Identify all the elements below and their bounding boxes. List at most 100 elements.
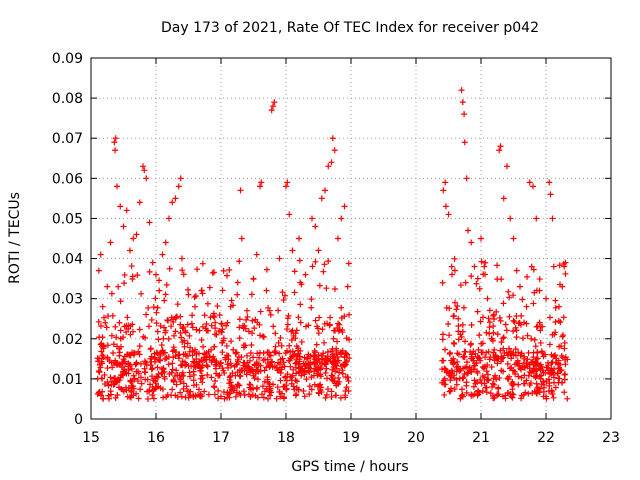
- data-point: [468, 321, 475, 328]
- data-point: [290, 332, 297, 339]
- data-point: [127, 352, 134, 359]
- data-point: [552, 297, 559, 304]
- data-point: [179, 358, 186, 365]
- data-point: [476, 332, 483, 339]
- data-point: [493, 376, 500, 383]
- data-point: [332, 392, 339, 399]
- data-point: [439, 366, 446, 373]
- data-point: [171, 346, 178, 353]
- data-point: [128, 263, 135, 270]
- data-point: [504, 389, 511, 396]
- y-tick-label: 0.08: [52, 91, 83, 107]
- y-axis-title: ROTI / TECUs: [7, 192, 23, 284]
- data-point: [521, 380, 528, 387]
- data-point: [312, 258, 319, 265]
- data-point: [244, 352, 251, 359]
- data-point: [518, 395, 525, 402]
- data-point: [136, 326, 143, 333]
- y-tick-label: 0.06: [52, 171, 83, 187]
- data-point: [507, 350, 514, 357]
- data-point: [343, 357, 350, 364]
- data-point: [528, 263, 535, 270]
- data-point: [211, 331, 218, 338]
- data-point: [451, 255, 458, 262]
- x-tick-label: 21: [472, 430, 490, 446]
- data-point: [293, 384, 300, 391]
- data-point: [289, 327, 296, 334]
- data-point: [335, 374, 342, 381]
- data-point: [323, 365, 330, 372]
- data-point: [275, 339, 282, 346]
- data-point: [342, 359, 349, 366]
- data-point: [236, 316, 243, 323]
- data-point: [492, 372, 499, 379]
- data-point: [281, 292, 288, 299]
- data-point: [330, 359, 337, 366]
- data-point: [439, 357, 446, 364]
- data-point: [537, 365, 544, 372]
- data-point: [177, 362, 184, 369]
- data-point: [288, 336, 295, 343]
- data-point: [486, 324, 493, 331]
- data-point: [161, 375, 168, 382]
- data-point: [204, 300, 211, 307]
- data-point: [309, 215, 315, 222]
- data-point: [263, 287, 270, 294]
- x-tick-label: 20: [407, 430, 425, 446]
- data-point: [292, 377, 299, 384]
- data-point: [504, 163, 510, 170]
- data-point: [498, 367, 505, 374]
- data-point: [276, 366, 283, 373]
- data-point: [161, 297, 168, 304]
- data-point: [277, 334, 284, 341]
- data-point: [252, 392, 259, 399]
- data-point: [523, 377, 530, 384]
- data-point: [271, 99, 278, 106]
- data-point: [508, 380, 515, 387]
- data-point: [245, 328, 252, 335]
- data-point: [564, 395, 571, 402]
- data-point: [455, 328, 462, 335]
- data-point: [179, 325, 186, 332]
- data-point: [483, 384, 490, 391]
- data-point: [301, 393, 308, 400]
- data-point: [264, 379, 271, 386]
- data-point: [214, 303, 221, 310]
- data-point: [254, 319, 261, 326]
- data-point: [263, 385, 270, 392]
- data-point: [559, 283, 566, 290]
- data-point: [530, 300, 537, 307]
- data-point: [441, 346, 448, 353]
- data-point: [513, 313, 520, 320]
- data-point: [334, 338, 341, 345]
- data-point: [236, 324, 243, 331]
- data-point: [268, 359, 275, 366]
- data-point: [147, 346, 154, 353]
- data-point: [515, 373, 522, 380]
- data-point: [270, 323, 277, 330]
- data-point: [144, 388, 151, 395]
- data-point: [463, 389, 470, 396]
- data-point: [198, 287, 205, 294]
- data-point: [467, 341, 474, 348]
- data-point: [316, 282, 323, 289]
- data-point: [101, 380, 108, 387]
- data-point: [325, 258, 332, 265]
- data-point: [204, 372, 211, 379]
- data-point: [234, 381, 241, 388]
- data-point: [462, 279, 469, 286]
- data-point: [237, 391, 244, 398]
- data-point: [246, 357, 253, 364]
- data-point: [547, 191, 554, 198]
- data-point: [308, 374, 315, 381]
- data-point: [306, 391, 313, 398]
- data-point: [322, 187, 328, 194]
- data-point: [285, 312, 292, 319]
- data-point: [179, 339, 186, 346]
- data-point: [95, 267, 102, 274]
- data-point: [315, 330, 322, 337]
- data-point: [279, 289, 286, 296]
- data-point: [118, 343, 125, 350]
- data-point: [493, 392, 500, 399]
- data-point: [233, 389, 240, 396]
